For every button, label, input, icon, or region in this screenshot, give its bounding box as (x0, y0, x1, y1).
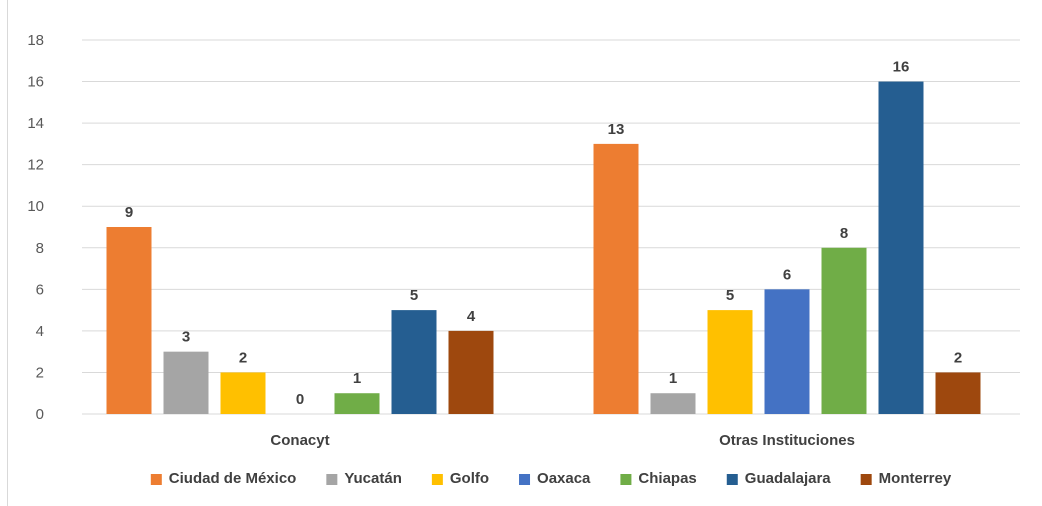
bars (106, 81, 981, 415)
bar (821, 247, 867, 414)
legend-swatch (620, 474, 632, 485)
data-label: 13 (608, 121, 625, 138)
y-axis-tick-labels: 0 2 4 6 8 10 12 14 16 18 (27, 32, 44, 423)
data-label: 1 (669, 370, 677, 387)
bar (334, 393, 380, 414)
bar (106, 227, 152, 414)
y-tick-label: 4 (36, 323, 44, 340)
y-tick-label: 10 (27, 198, 44, 215)
y-tick-label: 16 (27, 74, 44, 91)
bar (593, 143, 639, 414)
legend-item: Monterrey (860, 470, 952, 487)
bar (878, 81, 924, 415)
legend-swatch (326, 474, 338, 485)
legend-swatch (519, 474, 531, 485)
bar (220, 372, 266, 414)
bar (163, 351, 209, 414)
legend-label: Oaxaca (537, 470, 591, 487)
legend-item: Golfo (431, 470, 489, 487)
bar (764, 289, 810, 414)
data-label: 6 (783, 266, 791, 283)
data-label: 8 (840, 225, 848, 242)
legend-label: Monterrey (879, 470, 952, 487)
data-labels: 9 3 2 0 1 5 4 13 1 5 6 8 16 2 (125, 59, 962, 408)
data-label: 9 (125, 204, 133, 221)
y-tick-label: 0 (36, 406, 44, 423)
legend-label: Golfo (450, 470, 489, 487)
legend-label: Yucatán (344, 470, 402, 487)
legend-item: Chiapas (620, 470, 697, 487)
data-label: 5 (726, 287, 734, 304)
data-label: 0 (296, 391, 304, 408)
data-label: 1 (353, 370, 361, 387)
legend-label: Ciudad de México (169, 470, 297, 487)
category-label: Conacyt (270, 432, 329, 449)
data-label: 4 (467, 308, 476, 325)
bar (707, 310, 753, 414)
bar (391, 310, 437, 414)
y-tick-label: 2 (36, 364, 44, 381)
y-tick-label: 14 (27, 115, 44, 132)
legend-swatch (431, 474, 443, 485)
legend-item: Guadalajara (726, 470, 832, 487)
bar (650, 393, 696, 414)
bar (448, 330, 494, 414)
y-tick-label: 12 (27, 157, 44, 174)
data-label: 2 (239, 349, 247, 366)
y-tick-label: 8 (36, 240, 44, 257)
data-label: 16 (893, 59, 910, 76)
category-label: Otras Instituciones (719, 432, 855, 449)
legend-swatch (150, 474, 162, 485)
y-tick-label: 6 (36, 281, 44, 298)
data-label: 3 (182, 329, 190, 346)
legend-swatch (726, 474, 738, 485)
data-label: 5 (410, 287, 418, 304)
data-label: 2 (954, 349, 962, 366)
x-axis-category-labels: Conacyt Otras Instituciones (270, 432, 855, 449)
y-tick-label: 18 (27, 32, 44, 49)
legend-label: Guadalajara (745, 470, 832, 487)
legend-swatch (860, 474, 872, 485)
legend-item: Oaxaca (519, 470, 591, 487)
legend-item: Yucatán (326, 470, 402, 487)
legend-label: Chiapas (638, 470, 696, 487)
bar (935, 372, 981, 414)
legend: Ciudad de México Yucatán Golfo Oaxaca Chiapa… (150, 470, 952, 487)
legend-item: Ciudad de México (150, 470, 297, 487)
